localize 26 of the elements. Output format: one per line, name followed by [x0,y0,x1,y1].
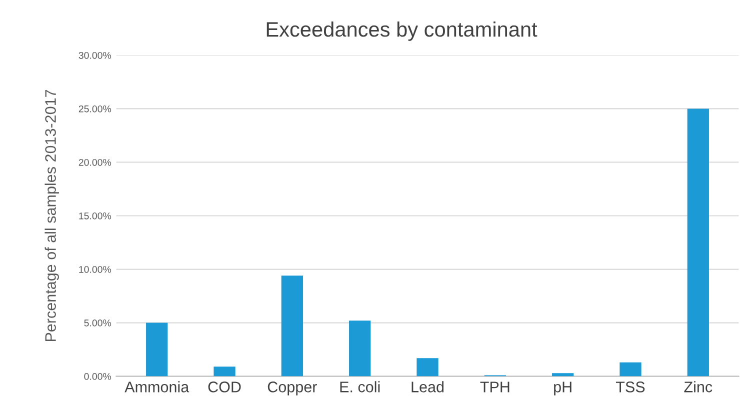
y-axis-title: Percentage of all samples 2013-2017 [44,90,59,342]
y-tick-label: 20.00% [78,158,112,166]
x-tick-label: Copper [268,382,317,396]
bar [620,362,642,376]
bar [349,320,371,376]
chart-title: Exceedances by contaminant [266,21,538,41]
x-tick-label: COD [208,382,241,392]
bar [146,322,168,376]
y-tick-label: 30.00% [78,52,112,59]
bar [552,373,574,376]
x-tick-label: E. coli [340,381,380,392]
y-tick-label: 25.00% [78,105,112,112]
bar [214,366,236,376]
bar [416,358,438,376]
x-tick-label: TSS [616,382,645,392]
x-tick-label: Zinc [684,381,712,392]
bar [281,276,303,376]
x-tick-label: Ammonia [124,381,190,392]
y-tick-label: 0.00% [84,373,112,380]
y-tick-label: 5.00% [84,320,112,326]
x-tick-label: Lead [412,381,444,392]
x-tick-label: TPH [480,382,510,392]
x-tick-label: pH [554,382,572,396]
y-tick-label: 15.00% [79,212,112,220]
y-tick-label: 10.00% [79,266,112,273]
bar [687,108,709,376]
